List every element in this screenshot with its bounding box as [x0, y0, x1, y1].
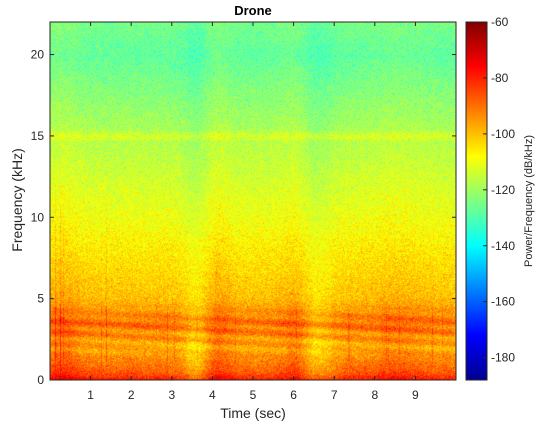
y-tick-label: 0: [37, 373, 44, 387]
x-tick-label: 1: [87, 388, 94, 402]
colorbar-tick-label: -140: [491, 239, 515, 253]
x-tick-label: 3: [168, 388, 175, 402]
y-tick-label: 5: [37, 292, 44, 306]
y-tick-label: 10: [31, 210, 45, 224]
x-axis-ticks: 1 2 3 4 5 6 7 8 9: [87, 22, 419, 402]
spectrogram-image: [50, 22, 456, 380]
x-tick-label: 9: [412, 388, 419, 402]
x-tick-label: 2: [128, 388, 135, 402]
x-axis-label: Time (sec): [220, 405, 286, 421]
colorbar-label: Power/Frequency (dB/kHz): [523, 135, 535, 267]
colorbar-ticks: -60 -80 -100 -120 -140 -160 -180: [483, 15, 515, 365]
colorbar: -60 -80 -100 -120 -140 -160 -180 Power/Frequen…: [465, 15, 535, 381]
x-tick-label: 5: [250, 388, 257, 402]
colorbar-tick-label: -160: [491, 295, 515, 309]
y-tick-label: 15: [31, 129, 45, 143]
colorbar-gradient: [465, 21, 488, 381]
colorbar-tick-label: -60: [491, 15, 509, 29]
colorbar-tick-label: -80: [491, 71, 509, 85]
y-axis-ticks: 0 5 10 15 20: [31, 48, 456, 387]
x-tick-label: 7: [331, 388, 338, 402]
colorbar-tick-label: -120: [491, 183, 515, 197]
y-tick-label: 20: [31, 48, 45, 62]
colorbar-tick-label: -180: [491, 351, 515, 365]
x-tick-label: 4: [209, 388, 216, 402]
colorbar-tick-label: -100: [491, 127, 515, 141]
plot-area: [49, 21, 457, 381]
x-tick-label: 8: [371, 388, 378, 402]
y-axis-label: Frequency (kHz): [9, 148, 25, 251]
x-tick-label: 6: [290, 388, 297, 402]
chart-title: Drone: [234, 3, 272, 18]
